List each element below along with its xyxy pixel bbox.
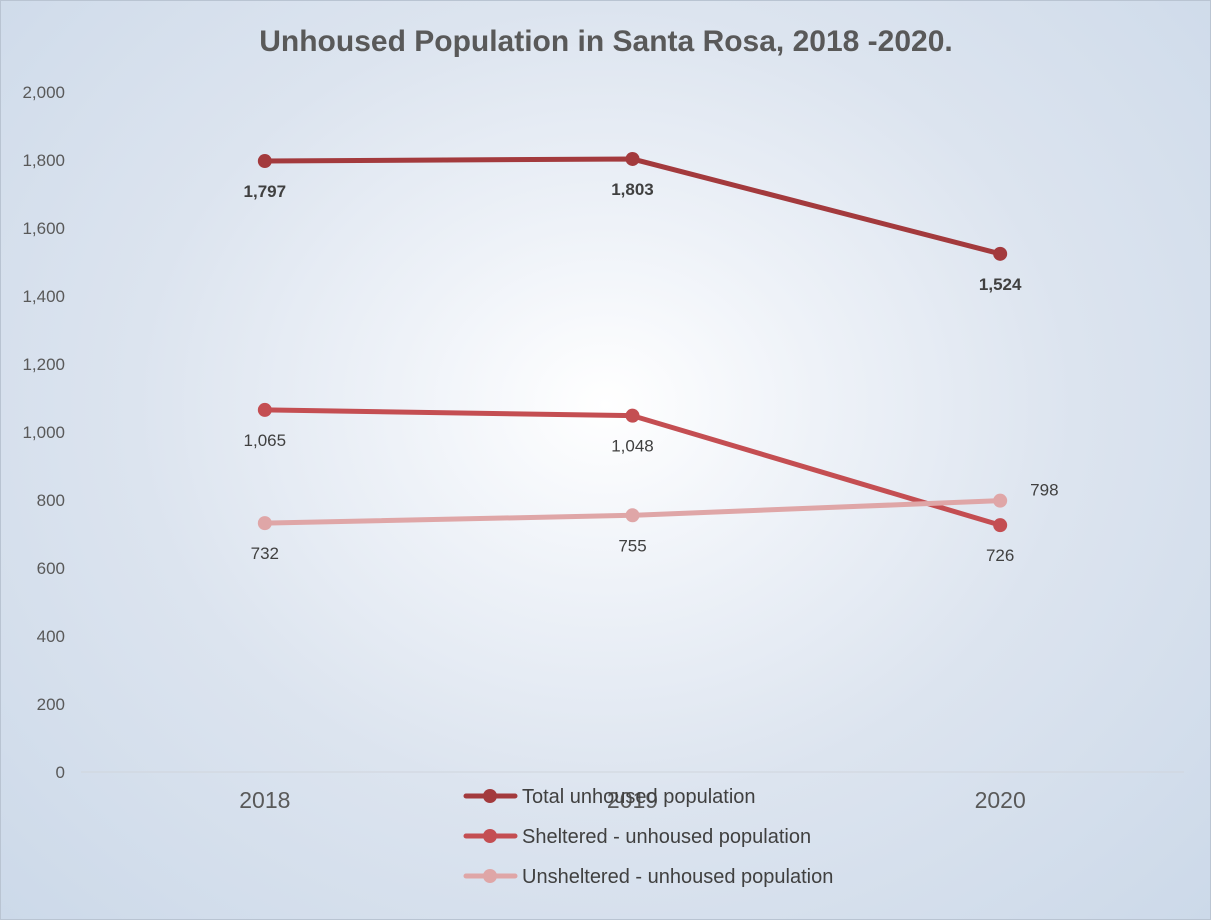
data-label: 1,803 bbox=[611, 180, 654, 199]
data-label: 1,048 bbox=[611, 437, 654, 456]
y-tick-label: 1,800 bbox=[22, 151, 65, 170]
legend-item: Unsheltered - unhoused population bbox=[463, 866, 833, 888]
series-layer: 1,797 1,803 1,524 1,065 1,048 726 732 755 798 bbox=[244, 151, 1059, 565]
data-label: 1,065 bbox=[244, 431, 287, 450]
data-label: 798 bbox=[1030, 481, 1058, 500]
data-point bbox=[993, 493, 1008, 508]
y-tick-label: 200 bbox=[37, 695, 65, 714]
chart-title: Unhoused Population in Santa Rosa, 2018 … bbox=[259, 25, 953, 58]
data-point bbox=[257, 402, 272, 417]
data-point bbox=[257, 154, 272, 169]
data-label: 1,524 bbox=[979, 275, 1022, 294]
series-line bbox=[262, 407, 1003, 528]
x-axis: 2018 2019 2020 bbox=[81, 771, 1184, 813]
x-tick-label: 2018 bbox=[239, 787, 290, 813]
data-label: 732 bbox=[251, 544, 279, 563]
data-point bbox=[625, 508, 640, 523]
legend-label: Total unhoused population bbox=[522, 786, 756, 808]
y-axis: 0 200 400 600 800 1,000 1,200 1,400 1,600 1,800 2,… bbox=[22, 83, 65, 782]
y-tick-label: 2,000 bbox=[22, 83, 65, 102]
data-point bbox=[993, 518, 1008, 533]
y-tick-label: 400 bbox=[37, 627, 65, 646]
y-tick-label: 800 bbox=[37, 491, 65, 510]
data-point bbox=[625, 151, 640, 166]
legend-label: Sheltered - unhoused population bbox=[522, 826, 811, 848]
y-tick-label: 1,600 bbox=[22, 219, 65, 238]
legend-swatch-marker bbox=[483, 789, 497, 803]
y-tick-label: 1,200 bbox=[22, 355, 65, 374]
legend-label: Unsheltered - unhoused population bbox=[522, 866, 833, 888]
x-tick-label: 2020 bbox=[975, 787, 1026, 813]
y-tick-label: 1,400 bbox=[22, 287, 65, 306]
data-label: 755 bbox=[618, 536, 646, 555]
legend-swatch-marker bbox=[483, 869, 497, 883]
y-tick-label: 1,000 bbox=[22, 423, 65, 442]
data-point bbox=[625, 408, 640, 423]
series-2: 732 755 798 bbox=[251, 481, 1059, 563]
legend-swatch-marker bbox=[483, 829, 497, 843]
series-line bbox=[262, 156, 1003, 257]
data-point bbox=[257, 516, 272, 531]
legend: Total unhoused population Sheltered - unh… bbox=[463, 786, 833, 888]
y-tick-label: 0 bbox=[56, 763, 65, 782]
y-tick-label: 600 bbox=[37, 559, 65, 578]
series-0: 1,797 1,803 1,524 bbox=[244, 151, 1022, 294]
series-1: 1,065 1,048 726 bbox=[244, 402, 1014, 565]
data-label: 1,797 bbox=[244, 182, 287, 201]
legend-item: Total unhoused population bbox=[463, 786, 756, 808]
data-label: 726 bbox=[986, 546, 1014, 565]
legend-item: Sheltered - unhoused population bbox=[463, 826, 811, 848]
data-point bbox=[993, 246, 1008, 261]
x-tick-label: 2019 bbox=[607, 787, 658, 813]
